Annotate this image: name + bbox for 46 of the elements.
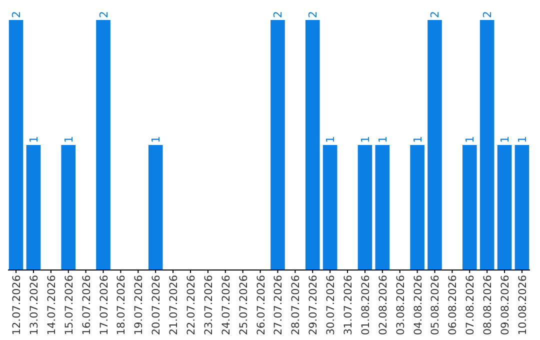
data-label: 2 — [272, 11, 285, 18]
x-tick-label: 09.08.2026 — [500, 274, 512, 336]
x-tick-label: 05.08.2026 — [430, 274, 442, 336]
x-tick-label: 26.07.2026 — [255, 274, 268, 336]
data-label: 1 — [376, 136, 390, 143]
data-label: 1 — [411, 136, 424, 143]
x-tick-label: 02.08.2026 — [377, 274, 390, 336]
x-tick-label: 24.07.2026 — [220, 274, 232, 336]
x-tick-label: 17.07.2026 — [98, 274, 110, 336]
x-tick-label: 01.08.2026 — [360, 274, 372, 336]
data-label: 1 — [358, 136, 372, 143]
x-tick-label: 14.07.2026 — [46, 274, 58, 336]
x-tick-label: 30.07.2026 — [325, 274, 338, 336]
x-tick-label: 21.07.2026 — [168, 274, 180, 336]
x-tick-label: 18.07.2026 — [116, 274, 128, 336]
data-label: 2 — [428, 11, 442, 18]
x-tick-label: 28.07.2026 — [290, 274, 302, 336]
x-tick-label: 23.07.2026 — [202, 274, 215, 336]
data-label: 1 — [464, 136, 477, 143]
x-tick-label: 12.07.2026 — [11, 274, 24, 336]
data-label: 1 — [62, 136, 76, 143]
data-label: 2 — [306, 11, 320, 18]
data-label: 2 — [97, 11, 110, 18]
data-label: 2 — [10, 11, 24, 18]
x-tick-label: 13.07.2026 — [28, 274, 40, 336]
data-label: 1 — [324, 136, 338, 143]
data-label: 1 — [150, 136, 163, 143]
data-label: 1 — [516, 136, 529, 143]
x-tick-label: 03.08.2026 — [394, 274, 407, 336]
x-tick-label: 19.07.2026 — [133, 274, 146, 336]
data-label: 2 — [481, 11, 494, 18]
data-label: 1 — [27, 136, 40, 143]
x-tick-label: 31.07.2026 — [342, 274, 355, 336]
x-tick-label: 10.08.2026 — [516, 274, 529, 336]
x-tick-label: 08.08.2026 — [482, 274, 494, 336]
x-tick-label: 20.07.2026 — [150, 274, 163, 336]
x-tick-label: 15.07.2026 — [63, 274, 76, 336]
x-tick-label: 07.08.2026 — [464, 274, 477, 336]
data-label: 1 — [498, 136, 512, 143]
x-tick-label: 22.07.2026 — [185, 274, 198, 336]
x-tick-label: 25.07.2026 — [238, 274, 250, 336]
x-tick-label: 27.07.2026 — [272, 274, 285, 336]
x-tick-label: 06.08.2026 — [447, 274, 460, 336]
x-tick-label: 29.07.2026 — [308, 274, 320, 336]
x-tick-label: 16.07.2026 — [80, 274, 93, 336]
x-tick-label: 04.08.2026 — [412, 274, 424, 336]
